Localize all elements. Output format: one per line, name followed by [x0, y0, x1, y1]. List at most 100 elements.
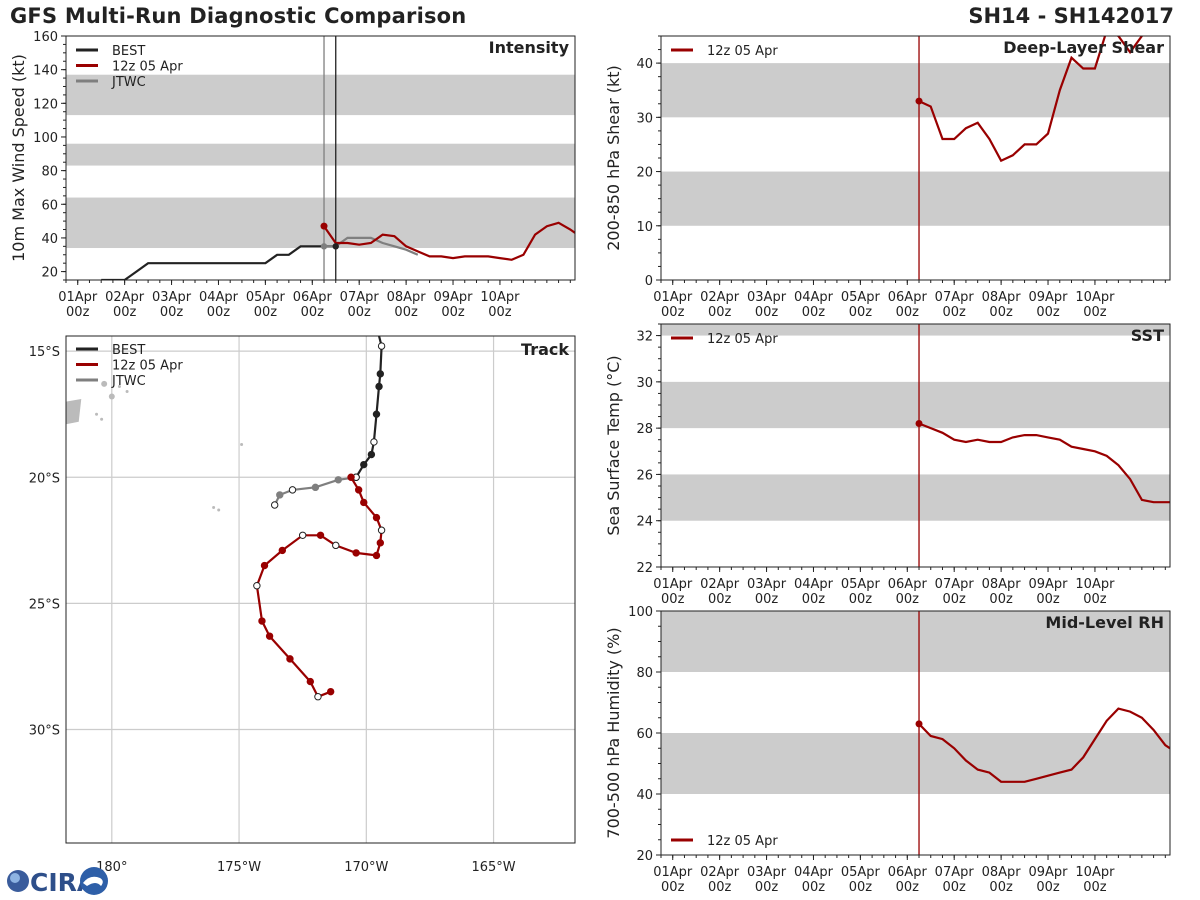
legend-label-shear: 12z 05 Apr: [707, 44, 778, 59]
xtick-hour-sst: 00z: [661, 592, 685, 607]
ytick-label-intensity: 100: [33, 131, 58, 146]
panel-shear: 01020304001Apr00z02Apr00z03Apr00z04Apr00…: [604, 35, 1171, 320]
lat-tick-label: 30°S: [29, 723, 60, 738]
track-point: [347, 473, 355, 481]
track-point: [372, 410, 381, 418]
legend-label-rh: 12z 05 Apr: [707, 834, 778, 849]
ytick-label-intensity: 120: [33, 97, 58, 112]
track-point: [311, 483, 320, 492]
xtick-day-shear: 09Apr: [1029, 290, 1069, 305]
xtick-day-shear: 02Apr: [700, 290, 740, 305]
track-point: [370, 438, 378, 446]
xtick-hour-shear: 00z: [989, 305, 1013, 320]
xtick-day-shear: 06Apr: [888, 290, 928, 305]
track-point: [288, 486, 297, 494]
legend-label-track: 12z 05 Apr: [112, 359, 183, 374]
track-point: [372, 513, 381, 522]
xtick-hour-sst: 00z: [802, 592, 826, 607]
xtick-hour-sst: 00z: [708, 592, 732, 607]
xtick-hour-rh: 00z: [849, 880, 873, 895]
xtick-day-intensity: 03Apr: [152, 290, 192, 305]
band-intensity-0: [66, 197, 575, 249]
ytick-label-rh: 80: [636, 666, 653, 681]
track-point: [298, 531, 307, 539]
series-line-intensity-best: [101, 245, 336, 280]
globe-highlight-icon: [10, 873, 20, 883]
xtick-day-rh: 09Apr: [1029, 865, 1069, 880]
ylabel-intensity: 10m Max Wind Speed (kt): [9, 54, 28, 262]
xtick-day-intensity: 09Apr: [434, 290, 474, 305]
xtick-hour-sst: 00z: [755, 592, 779, 607]
xtick-day-shear: 05Apr: [841, 290, 881, 305]
track-point: [375, 382, 383, 391]
track-line-jtwc: [273, 476, 357, 506]
xtick-hour-sst: 00z: [896, 592, 920, 607]
track-point: [276, 491, 284, 499]
series-line-rh-12z-05-apr: [918, 707, 1170, 783]
island-shape: [95, 412, 99, 416]
ytick-label-shear: 20: [636, 166, 653, 181]
xtick-hour-shear: 00z: [661, 305, 685, 320]
lon-tick-label: 165°W: [471, 860, 515, 875]
ytick-label-sst: 26: [636, 468, 653, 483]
ytick-label-intensity: 80: [41, 165, 58, 180]
xtick-day-intensity: 10Apr: [480, 290, 520, 305]
frame-intensity: [65, 35, 576, 281]
track-point: [286, 655, 294, 663]
legend-label-sst: 12z 05 Apr: [707, 332, 778, 347]
xtick-hour-rh: 00z: [661, 880, 685, 895]
band-intensity-2: [66, 74, 575, 116]
page-title: GFS Multi-Run Diagnostic Comparison: [10, 4, 467, 28]
xtick-day-intensity: 05Apr: [246, 290, 286, 305]
xtick-day-rh: 04Apr: [794, 865, 834, 880]
xtick-hour-shear: 00z: [1036, 305, 1060, 320]
xtick-day-sst: 10Apr: [1075, 577, 1115, 592]
island-shape: [108, 393, 115, 400]
ytick-label-rh: 40: [636, 788, 653, 803]
island-shape: [117, 384, 121, 388]
xtick-hour-shear: 00z: [849, 305, 873, 320]
frame-track: [65, 335, 576, 844]
xtick-day-rh: 01Apr: [653, 865, 693, 880]
title-track: Track: [521, 340, 569, 359]
xtick-day-rh: 03Apr: [747, 865, 787, 880]
init-point-shear: [915, 97, 923, 105]
xtick-hour-intensity: 00z: [301, 305, 325, 320]
xtick-hour-intensity: 00z: [66, 305, 90, 320]
band-sst-0: [661, 474, 1170, 521]
ytick-label-shear: 0: [645, 274, 653, 289]
lon-tick-label: 170°W: [344, 860, 388, 875]
frame-sst: [660, 323, 1171, 568]
legend-label-intensity: BEST: [112, 44, 145, 59]
ytick-label-intensity: 20: [41, 266, 58, 281]
xtick-hour-rh: 00z: [1036, 880, 1060, 895]
xtick-hour-rh: 00z: [896, 880, 920, 895]
band-rh-0: [661, 733, 1170, 794]
series-line-shear-12z-05-apr: [918, 36, 1143, 163]
wave-icon: [83, 876, 103, 886]
xtick-day-shear: 10Apr: [1075, 290, 1115, 305]
xtick-hour-intensity: 00z: [254, 305, 278, 320]
xtick-hour-rh: 00z: [755, 880, 779, 895]
panel-sst: 22242628303201Apr00z02Apr00z03Apr00z04Ap…: [604, 323, 1171, 607]
ytick-label-rh: 20: [636, 849, 653, 864]
xtick-hour-sst: 00z: [1036, 592, 1060, 607]
track-point: [258, 617, 266, 625]
init-point-rh: [915, 720, 923, 728]
xtick-hour-intensity: 00z: [160, 305, 184, 320]
xtick-hour-sst: 00z: [849, 592, 873, 607]
xtick-day-rh: 06Apr: [888, 865, 928, 880]
ytick-label-intensity: 140: [33, 64, 58, 79]
legend-label-track: BEST: [112, 343, 145, 358]
xtick-hour-shear: 00z: [896, 305, 920, 320]
track-point: [334, 476, 343, 484]
xtick-day-sst: 02Apr: [700, 577, 740, 592]
ylabel-rh: 700-500 hPa Humidity (%): [604, 627, 623, 838]
xtick-hour-intensity: 00z: [348, 305, 372, 320]
xtick-day-sst: 03Apr: [747, 577, 787, 592]
track-point: [354, 486, 363, 494]
xtick-day-sst: 04Apr: [794, 577, 834, 592]
track-point: [376, 539, 385, 547]
island-shape: [240, 442, 244, 446]
legend-label-intensity: JTWC: [111, 75, 146, 90]
